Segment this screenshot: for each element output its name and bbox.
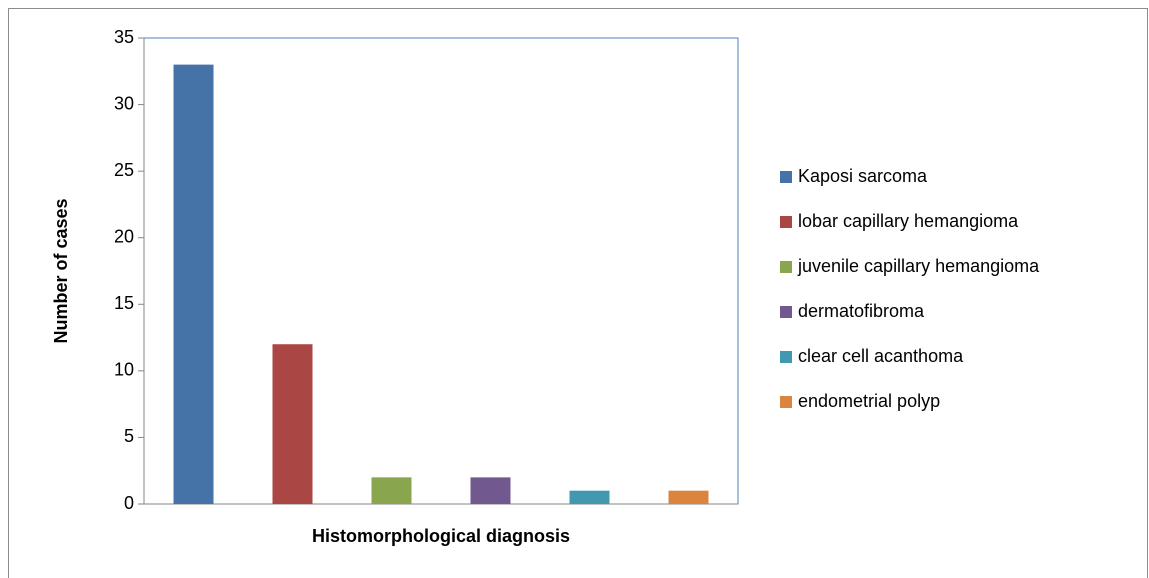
legend-swatch xyxy=(780,261,792,273)
y-tick-label: 30 xyxy=(114,93,134,113)
legend-swatch xyxy=(780,216,792,228)
x-axis-title: Histomorphological diagnosis xyxy=(312,526,570,546)
bar xyxy=(272,344,313,504)
legend-swatch xyxy=(780,306,792,318)
legend-label: clear cell acanthoma xyxy=(798,346,964,366)
y-tick-label: 35 xyxy=(114,27,134,47)
legend-swatch xyxy=(780,396,792,408)
legend-swatch xyxy=(780,351,792,363)
y-axis-title: Number of cases xyxy=(51,198,71,343)
bar xyxy=(371,477,412,504)
y-tick-label: 10 xyxy=(114,360,134,380)
y-tick-label: 0 xyxy=(124,493,134,513)
y-tick-label: 15 xyxy=(114,293,134,313)
y-tick-label: 5 xyxy=(124,426,134,446)
bar xyxy=(173,64,214,504)
legend-label: dermatofibroma xyxy=(798,301,925,321)
plot-area xyxy=(143,37,739,505)
y-tick-label: 25 xyxy=(114,160,134,180)
bar xyxy=(470,477,511,504)
legend-label: juvenile capillary hemangioma xyxy=(797,256,1040,276)
legend-label: endometrial polyp xyxy=(798,391,940,411)
y-tick-label: 20 xyxy=(114,226,134,246)
legend-label: Kaposi sarcoma xyxy=(798,166,928,186)
chart-frame xyxy=(8,8,1148,578)
legend-swatch xyxy=(780,171,792,183)
bar xyxy=(668,490,709,504)
legend-label: lobar capillary hemangioma xyxy=(798,211,1019,231)
bar xyxy=(569,490,610,504)
